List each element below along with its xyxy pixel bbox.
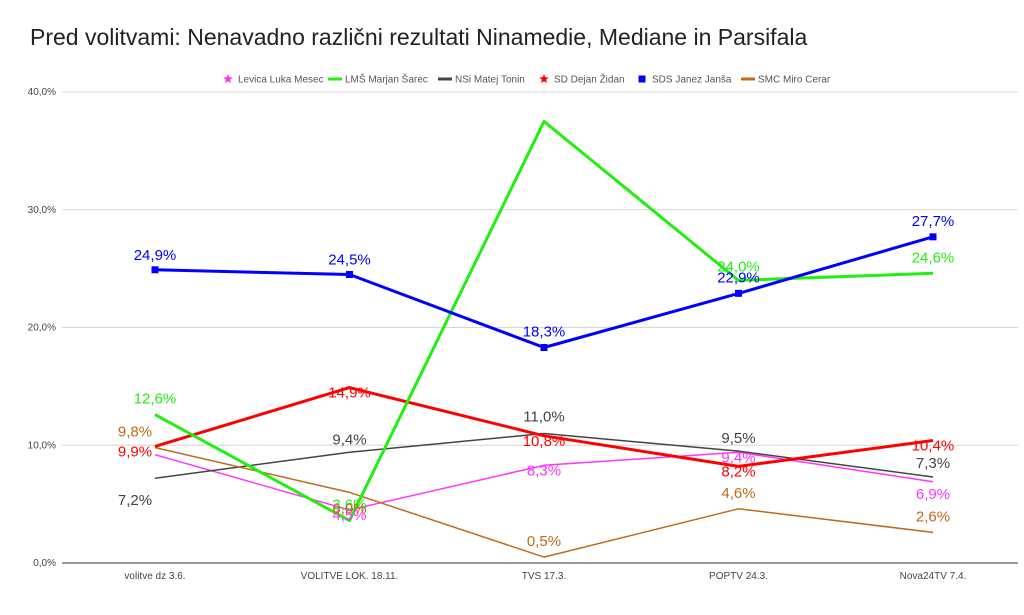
data-label: 9,4% [721, 449, 755, 466]
data-label: 6,9% [916, 486, 950, 503]
data-label: 8,2% [721, 463, 755, 480]
data-label: 9,4% [332, 431, 366, 448]
data-label: 4,5% [332, 507, 366, 524]
series-line [154, 451, 934, 511]
data-point [151, 266, 159, 274]
legend-square-icon [638, 75, 646, 83]
legend-label: Levica Luka Mesec [238, 75, 324, 86]
data-label: 8,3% [527, 462, 561, 479]
legend-star-icon [539, 74, 549, 84]
data-label: 3,6% [332, 497, 366, 514]
series-layer [151, 119, 937, 558]
data-label: 22,9% [717, 269, 760, 286]
x-tick-label: TVS 17.3. [522, 571, 566, 582]
data-label: 10,4% [912, 438, 955, 455]
legend-label: SMC Miro Cerar [758, 75, 831, 86]
x-tick-label: volitve dz 3.6. [124, 571, 185, 582]
x-tick-label: POPTV 24.3. [709, 571, 768, 582]
x-tick-label: Nova24TV 7.4. [900, 571, 967, 582]
data-label: 0,5% [527, 533, 561, 550]
legend-label: LMŠ Marjan Šarec [345, 73, 428, 86]
y-tick-label: 40,0% [28, 87, 56, 98]
data-label: 18,3% [523, 324, 566, 341]
data-point [929, 233, 937, 241]
legend-label: NSi Matej Tonin [455, 75, 525, 86]
data-point [540, 344, 548, 352]
x-tick-label: VOLITVE LOK. 18.11. [301, 571, 399, 582]
data-label: 14,9% [328, 385, 371, 402]
data-label: 27,7% [912, 213, 955, 230]
series-line [154, 432, 934, 479]
series-line [154, 119, 934, 523]
legend: Levica Luka Mesec LMŠ Marjan Šarec NSi Mat… [223, 73, 831, 86]
data-label: 24,9% [134, 247, 177, 264]
axis-layer: 0,0% 10,0% 20,0% 30,0% 40,0% volitve dz 3.6. V… [28, 87, 967, 582]
data-label: 6,0% [332, 500, 366, 517]
data-label: 4,6% [721, 485, 755, 502]
y-tick-label: 0,0% [33, 558, 56, 569]
data-label: 7,2% [118, 492, 152, 509]
data-label: 9,9% [118, 443, 152, 460]
data-label: 2,6% [916, 508, 950, 525]
data-label-layer: 4,5% 8,3% 9,4% 6,9% 12,6% 3,6% 24,0% 24,6% 7,2% 9… [118, 213, 954, 550]
grid-layer [62, 91, 1018, 564]
data-label: 24,5% [328, 252, 371, 269]
series-line [154, 386, 934, 468]
data-point [735, 289, 742, 297]
data-label: 9,5% [721, 430, 755, 447]
data-point [346, 271, 353, 279]
data-label: 24,0% [717, 258, 760, 275]
data-label: 7,3% [916, 455, 950, 472]
data-label: 24,6% [912, 249, 955, 266]
y-tick-label: 30,0% [28, 205, 56, 216]
legend-label: SD Dejan Židan [554, 73, 625, 86]
y-tick-label: 10,0% [28, 440, 56, 451]
data-label: 9,8% [118, 424, 152, 441]
data-label: 11,0% [523, 408, 564, 425]
legend-label: SDS Janez Janša [652, 75, 732, 86]
series-line [154, 446, 934, 558]
chart-title: Pred volitvami: Nenavadno različni rezul… [30, 24, 808, 50]
data-label: 12,6% [134, 391, 177, 408]
y-tick-label: 20,0% [28, 323, 56, 334]
legend-star-icon [223, 74, 233, 84]
data-label: 10,8% [523, 433, 566, 450]
